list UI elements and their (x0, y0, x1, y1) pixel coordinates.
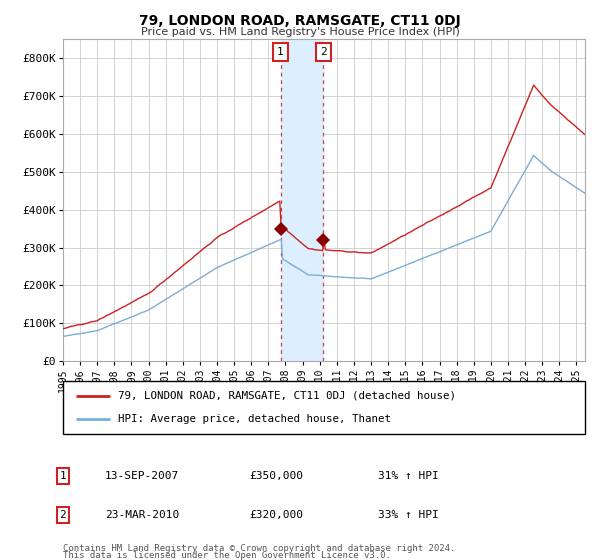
Bar (281, 39, 323, 361)
Text: 2: 2 (320, 47, 326, 57)
Text: 1: 1 (59, 471, 67, 481)
Text: 79, LONDON ROAD, RAMSGATE, CT11 0DJ: 79, LONDON ROAD, RAMSGATE, CT11 0DJ (139, 14, 461, 28)
Text: 33% ↑ HPI: 33% ↑ HPI (378, 510, 439, 520)
FancyBboxPatch shape (63, 381, 585, 434)
Text: HPI: Average price, detached house, Thanet: HPI: Average price, detached house, Than… (118, 414, 391, 424)
Text: Contains HM Land Registry data © Crown copyright and database right 2024.: Contains HM Land Registry data © Crown c… (63, 544, 455, 553)
Text: 2: 2 (59, 510, 67, 520)
Text: 1: 1 (277, 47, 284, 57)
Text: £320,000: £320,000 (249, 510, 303, 520)
Text: 31% ↑ HPI: 31% ↑ HPI (378, 471, 439, 481)
Text: 79, LONDON ROAD, RAMSGATE, CT11 0DJ (detached house): 79, LONDON ROAD, RAMSGATE, CT11 0DJ (det… (118, 391, 456, 401)
Text: £350,000: £350,000 (249, 471, 303, 481)
Text: Price paid vs. HM Land Registry's House Price Index (HPI): Price paid vs. HM Land Registry's House … (140, 27, 460, 37)
Text: This data is licensed under the Open Government Licence v3.0.: This data is licensed under the Open Gov… (63, 551, 391, 560)
Text: 13-SEP-2007: 13-SEP-2007 (105, 471, 179, 481)
Text: 23-MAR-2010: 23-MAR-2010 (105, 510, 179, 520)
